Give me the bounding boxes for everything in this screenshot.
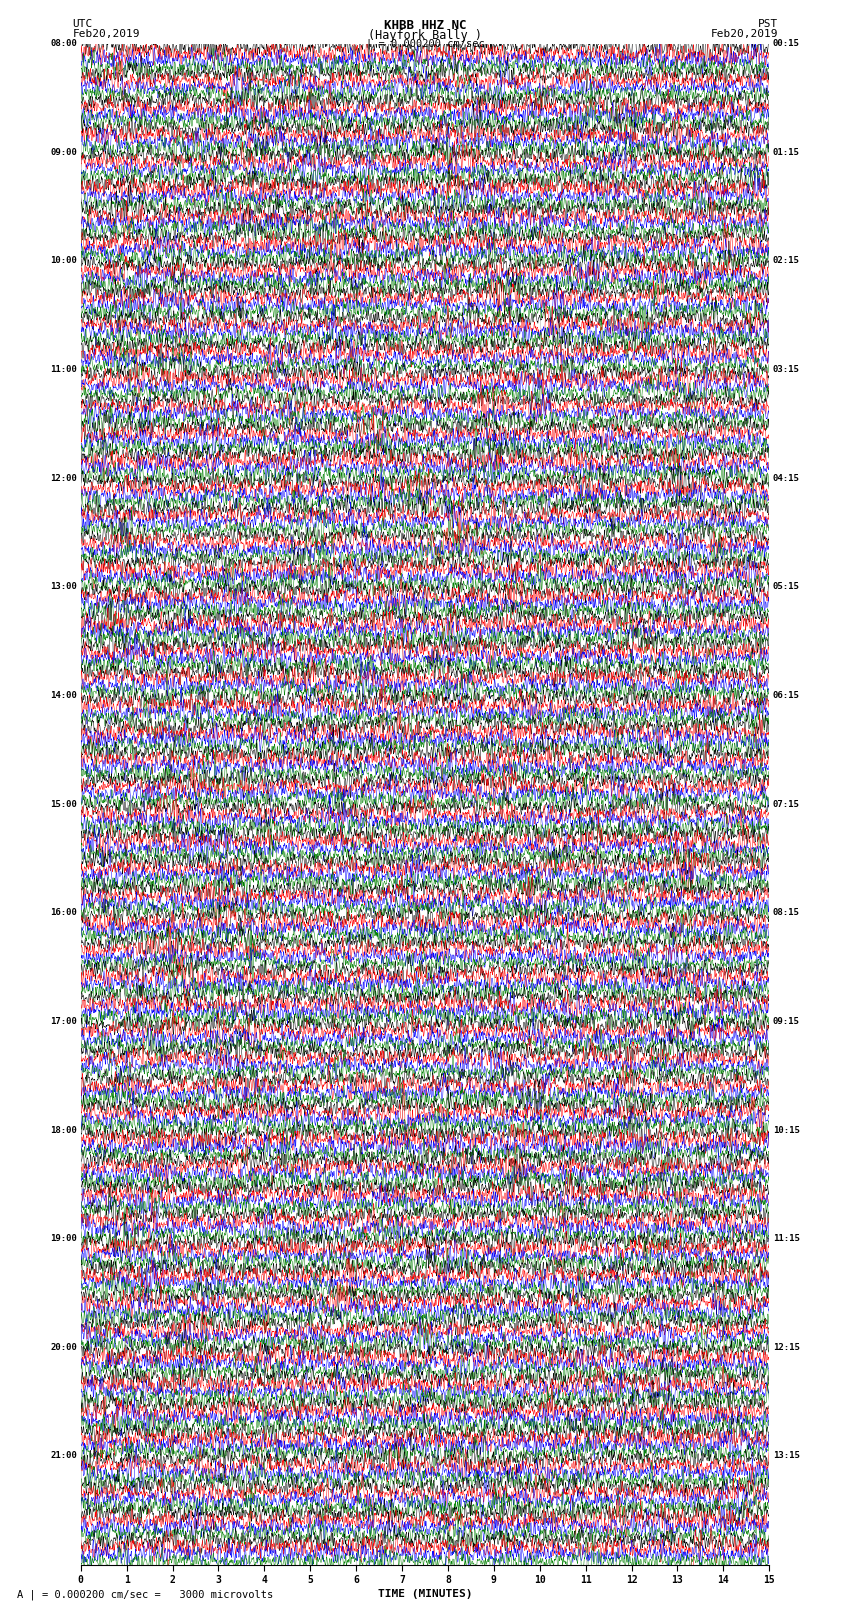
Text: (Hayfork Bally ): (Hayfork Bally ) xyxy=(368,29,482,42)
Text: 15:00: 15:00 xyxy=(50,800,77,808)
Text: 11:00: 11:00 xyxy=(50,365,77,374)
Text: 08:15: 08:15 xyxy=(773,908,800,918)
Text: 16:00: 16:00 xyxy=(50,908,77,918)
X-axis label: TIME (MINUTES): TIME (MINUTES) xyxy=(377,1589,473,1598)
Text: 19:00: 19:00 xyxy=(50,1234,77,1244)
Text: 18:00: 18:00 xyxy=(50,1126,77,1134)
Text: 07:15: 07:15 xyxy=(773,800,800,808)
Text: 06:15: 06:15 xyxy=(773,690,800,700)
Text: 12:15: 12:15 xyxy=(773,1342,800,1352)
Text: 14:00: 14:00 xyxy=(50,690,77,700)
Text: 11:15: 11:15 xyxy=(773,1234,800,1244)
Text: 04:15: 04:15 xyxy=(773,474,800,482)
Text: 12:00: 12:00 xyxy=(50,474,77,482)
Text: 13:00: 13:00 xyxy=(50,582,77,592)
Text: 00:15: 00:15 xyxy=(773,39,800,48)
Text: | = 0.000200 cm/sec: | = 0.000200 cm/sec xyxy=(366,39,484,50)
Text: 03:15: 03:15 xyxy=(773,365,800,374)
Text: 21:00: 21:00 xyxy=(50,1452,77,1460)
Text: 08:00: 08:00 xyxy=(50,39,77,48)
Text: 10:00: 10:00 xyxy=(50,256,77,266)
Text: Feb20,2019: Feb20,2019 xyxy=(711,29,778,39)
Text: PST: PST xyxy=(757,19,778,29)
Text: 02:15: 02:15 xyxy=(773,256,800,266)
Text: 01:15: 01:15 xyxy=(773,148,800,156)
Text: UTC: UTC xyxy=(72,19,93,29)
Text: 13:15: 13:15 xyxy=(773,1452,800,1460)
Text: 17:00: 17:00 xyxy=(50,1016,77,1026)
Text: 10:15: 10:15 xyxy=(773,1126,800,1134)
Text: 05:15: 05:15 xyxy=(773,582,800,592)
Text: A | = 0.000200 cm/sec =   3000 microvolts: A | = 0.000200 cm/sec = 3000 microvolts xyxy=(17,1589,273,1600)
Text: 09:15: 09:15 xyxy=(773,1016,800,1026)
Text: Feb20,2019: Feb20,2019 xyxy=(72,29,139,39)
Text: 20:00: 20:00 xyxy=(50,1342,77,1352)
Text: KHBB HHZ NC: KHBB HHZ NC xyxy=(383,19,467,32)
Text: 09:00: 09:00 xyxy=(50,148,77,156)
